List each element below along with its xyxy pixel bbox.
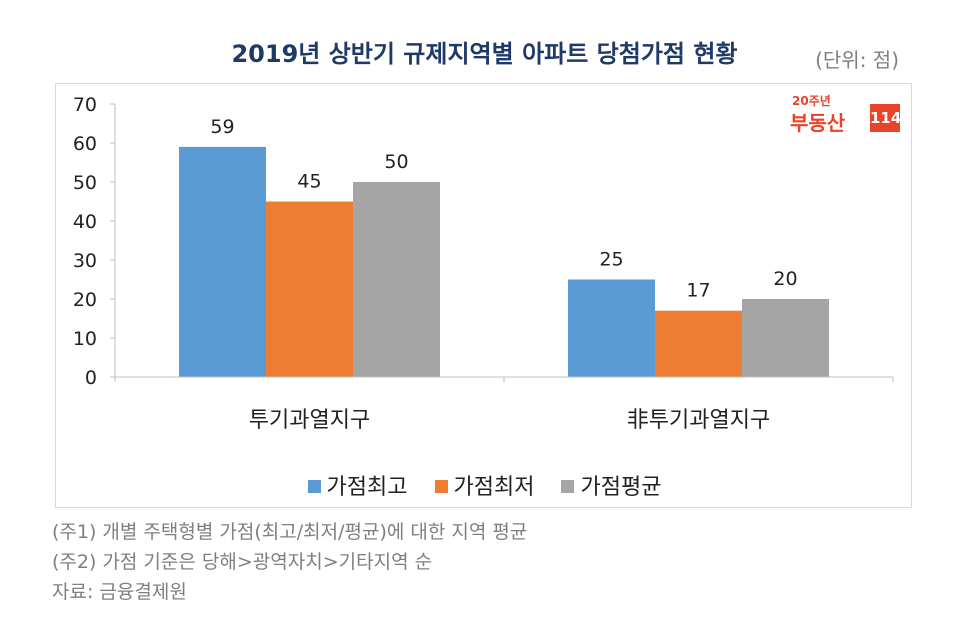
footnotes: (주1) 개별 주택형별 가점(최고/최저/평균)에 대한 지역 평균 (주2)…	[52, 517, 527, 607]
logo-number: 114	[870, 104, 901, 132]
y-tick-label: 10	[73, 328, 97, 350]
data-label: 17	[686, 280, 710, 302]
y-tick-label: 70	[73, 94, 97, 116]
y-tick-label: 60	[73, 133, 97, 155]
data-label: 50	[384, 151, 408, 173]
bar	[179, 146, 266, 377]
legend-label: 가점평균	[580, 475, 662, 500]
data-label: 45	[297, 171, 321, 193]
legend-item: 가점최고	[307, 469, 408, 501]
legend-item: 가점최저	[434, 469, 535, 501]
logo-brand: 부동산	[790, 111, 846, 135]
legend-label: 가점최고	[326, 475, 408, 500]
bar	[568, 279, 655, 377]
y-tick-label: 30	[73, 250, 97, 272]
chart-title: 2019년 상반기 규제지역별 아파트 당첨가점 현황	[231, 40, 738, 68]
data-label: 25	[599, 249, 623, 271]
footnote-2: (주2) 가점 기준은 당해>광역자치>기타지역 순	[52, 551, 433, 573]
unit-label: (단위: 점)	[815, 48, 899, 72]
brand-logo: 20주년 부동산 114	[790, 92, 902, 135]
legend-swatch	[434, 479, 448, 493]
legend: 가점최고 가점최저 가점평균	[0, 469, 969, 501]
legend-swatch	[307, 479, 321, 493]
bar-chart: 0 10 20 30 40 50 60 70 59 45 50 투기과열지구 25 17 20 非투기과열지구	[73, 94, 894, 433]
bar	[742, 299, 829, 377]
category-label: 非투기과열지구	[627, 408, 770, 433]
y-tick-label: 50	[73, 172, 97, 194]
legend-swatch	[561, 479, 575, 493]
logo-anniversary: 20주년	[792, 94, 831, 108]
y-tick-label: 40	[73, 211, 97, 233]
legend-label: 가점최저	[453, 475, 535, 500]
bar	[353, 182, 440, 377]
chart-frame	[55, 83, 912, 508]
y-tick-label: 0	[85, 367, 97, 389]
footnote-1: (주1) 개별 주택형별 가점(최고/최저/평균)에 대한 지역 평균	[52, 521, 528, 543]
data-label: 20	[773, 268, 797, 290]
source-note: 자료: 금융결제원	[52, 581, 187, 603]
bar	[266, 201, 353, 377]
category-label: 투기과열지구	[249, 408, 370, 433]
data-label: 59	[210, 116, 234, 138]
bar	[655, 310, 742, 377]
y-tick-label: 20	[73, 289, 97, 311]
legend-item: 가점평균	[561, 469, 661, 501]
